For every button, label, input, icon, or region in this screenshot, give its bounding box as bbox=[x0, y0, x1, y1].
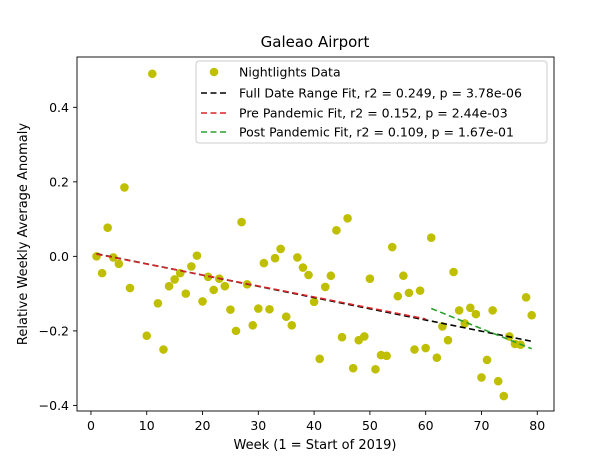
data-point bbox=[276, 244, 285, 254]
fit-line bbox=[96, 253, 426, 320]
data-point bbox=[348, 363, 358, 373]
x-tick-label: 50 bbox=[362, 418, 378, 433]
plot-area: 0 10 20 30 40 50 60 70 80 −0.4 −0.2 0.0 0.2 0.4 bbox=[39, 56, 555, 433]
data-point bbox=[477, 373, 486, 382]
data-point bbox=[304, 270, 313, 280]
data-point bbox=[426, 233, 436, 243]
data-point bbox=[226, 305, 235, 314]
data-point bbox=[499, 391, 509, 401]
data-point bbox=[281, 312, 291, 322]
x-tick-label: 20 bbox=[195, 418, 211, 433]
data-point bbox=[209, 285, 218, 295]
data-point bbox=[449, 267, 458, 277]
data-point bbox=[421, 343, 430, 353]
y-tick-label: 0.4 bbox=[49, 100, 69, 115]
data-point bbox=[170, 275, 179, 284]
data-point bbox=[387, 242, 397, 252]
data-point bbox=[471, 309, 481, 319]
fit-lines bbox=[96, 252, 532, 350]
data-point bbox=[293, 253, 302, 262]
data-point bbox=[382, 351, 391, 361]
x-tick-label: 40 bbox=[306, 418, 322, 433]
data-point bbox=[360, 332, 369, 341]
legend-box bbox=[195, 60, 548, 144]
data-point bbox=[203, 272, 213, 282]
data-point bbox=[231, 326, 241, 336]
data-point bbox=[237, 217, 246, 227]
data-point bbox=[164, 281, 174, 291]
data-point bbox=[337, 332, 347, 342]
data-point bbox=[153, 299, 163, 308]
data-point bbox=[454, 306, 464, 315]
data-point bbox=[320, 282, 330, 292]
legend-label: Post Pandemic Fit, r2 = 0.109, p = 1.67e… bbox=[239, 125, 514, 140]
data-point bbox=[482, 355, 492, 365]
data-point bbox=[493, 376, 503, 386]
data-point bbox=[120, 183, 129, 192]
data-point bbox=[521, 293, 531, 302]
data-point bbox=[220, 281, 230, 291]
data-point bbox=[142, 331, 152, 341]
chart-title: Galeao Airport bbox=[261, 33, 370, 51]
data-point bbox=[254, 304, 263, 313]
data-point bbox=[365, 274, 375, 284]
x-tick-label: 60 bbox=[418, 418, 434, 433]
data-point bbox=[181, 289, 191, 298]
data-point bbox=[410, 345, 419, 354]
fit-line bbox=[430, 307, 532, 350]
y-axis-label: Relative Weekly Average Anomaly bbox=[16, 123, 31, 345]
axes-frame bbox=[76, 56, 555, 412]
legend-label: Nightlights Data bbox=[239, 65, 341, 80]
data-point bbox=[198, 297, 207, 306]
data-point bbox=[332, 225, 341, 235]
data-point bbox=[466, 303, 475, 313]
data-point bbox=[108, 253, 118, 262]
axes: 0 10 20 30 40 50 60 70 80 −0.4 −0.2 0.0 0.2 0.4 bbox=[39, 56, 555, 433]
y-tick-label: 0.2 bbox=[49, 174, 69, 189]
x-tick-label: 80 bbox=[529, 418, 545, 433]
data-point bbox=[298, 263, 308, 272]
x-tick-label: 70 bbox=[474, 418, 490, 433]
legend: Nightlights Data Full Date Range Fit, r2 … bbox=[195, 60, 548, 144]
data-point bbox=[287, 320, 297, 330]
data-point bbox=[114, 259, 124, 269]
data-point bbox=[125, 283, 135, 293]
x-tick-label: 10 bbox=[139, 418, 155, 433]
data-point bbox=[399, 271, 408, 281]
legend-label: Full Date Range Fit, r2 = 0.249, p = 3.7… bbox=[239, 86, 522, 101]
data-point bbox=[326, 271, 336, 281]
data-point bbox=[265, 304, 274, 314]
data-point bbox=[148, 69, 157, 79]
data-point bbox=[527, 310, 536, 320]
data-point bbox=[343, 214, 352, 223]
data-point bbox=[488, 306, 497, 315]
data-point bbox=[97, 268, 107, 278]
data-point bbox=[404, 288, 414, 298]
data-point bbox=[248, 320, 258, 330]
data-point bbox=[309, 297, 319, 307]
legend-label: Pre Pandemic Fit, r2 = 0.152, p = 2.44e-… bbox=[239, 106, 508, 121]
x-tick-label: 0 bbox=[87, 418, 95, 433]
data-point bbox=[270, 253, 280, 263]
legend-marker-scatter bbox=[209, 67, 219, 77]
x-axis-label: Week (1 = Start of 2019) bbox=[234, 438, 397, 453]
data-point bbox=[103, 223, 112, 232]
data-point bbox=[175, 268, 185, 278]
data-point bbox=[187, 262, 196, 271]
data-point bbox=[393, 291, 403, 301]
y-tick-label: 0.0 bbox=[49, 249, 69, 264]
data-point bbox=[192, 251, 202, 260]
data-point bbox=[371, 364, 380, 374]
data-point bbox=[415, 286, 425, 295]
data-point bbox=[92, 252, 101, 261]
y-tick-label: −0.4 bbox=[39, 398, 69, 413]
data-point bbox=[432, 353, 442, 363]
data-point bbox=[259, 258, 269, 268]
data-point bbox=[159, 345, 168, 354]
data-point bbox=[315, 354, 324, 364]
data-point bbox=[443, 335, 453, 345]
x-tick-label: 30 bbox=[250, 418, 266, 433]
y-tick-label: −0.2 bbox=[39, 323, 69, 338]
